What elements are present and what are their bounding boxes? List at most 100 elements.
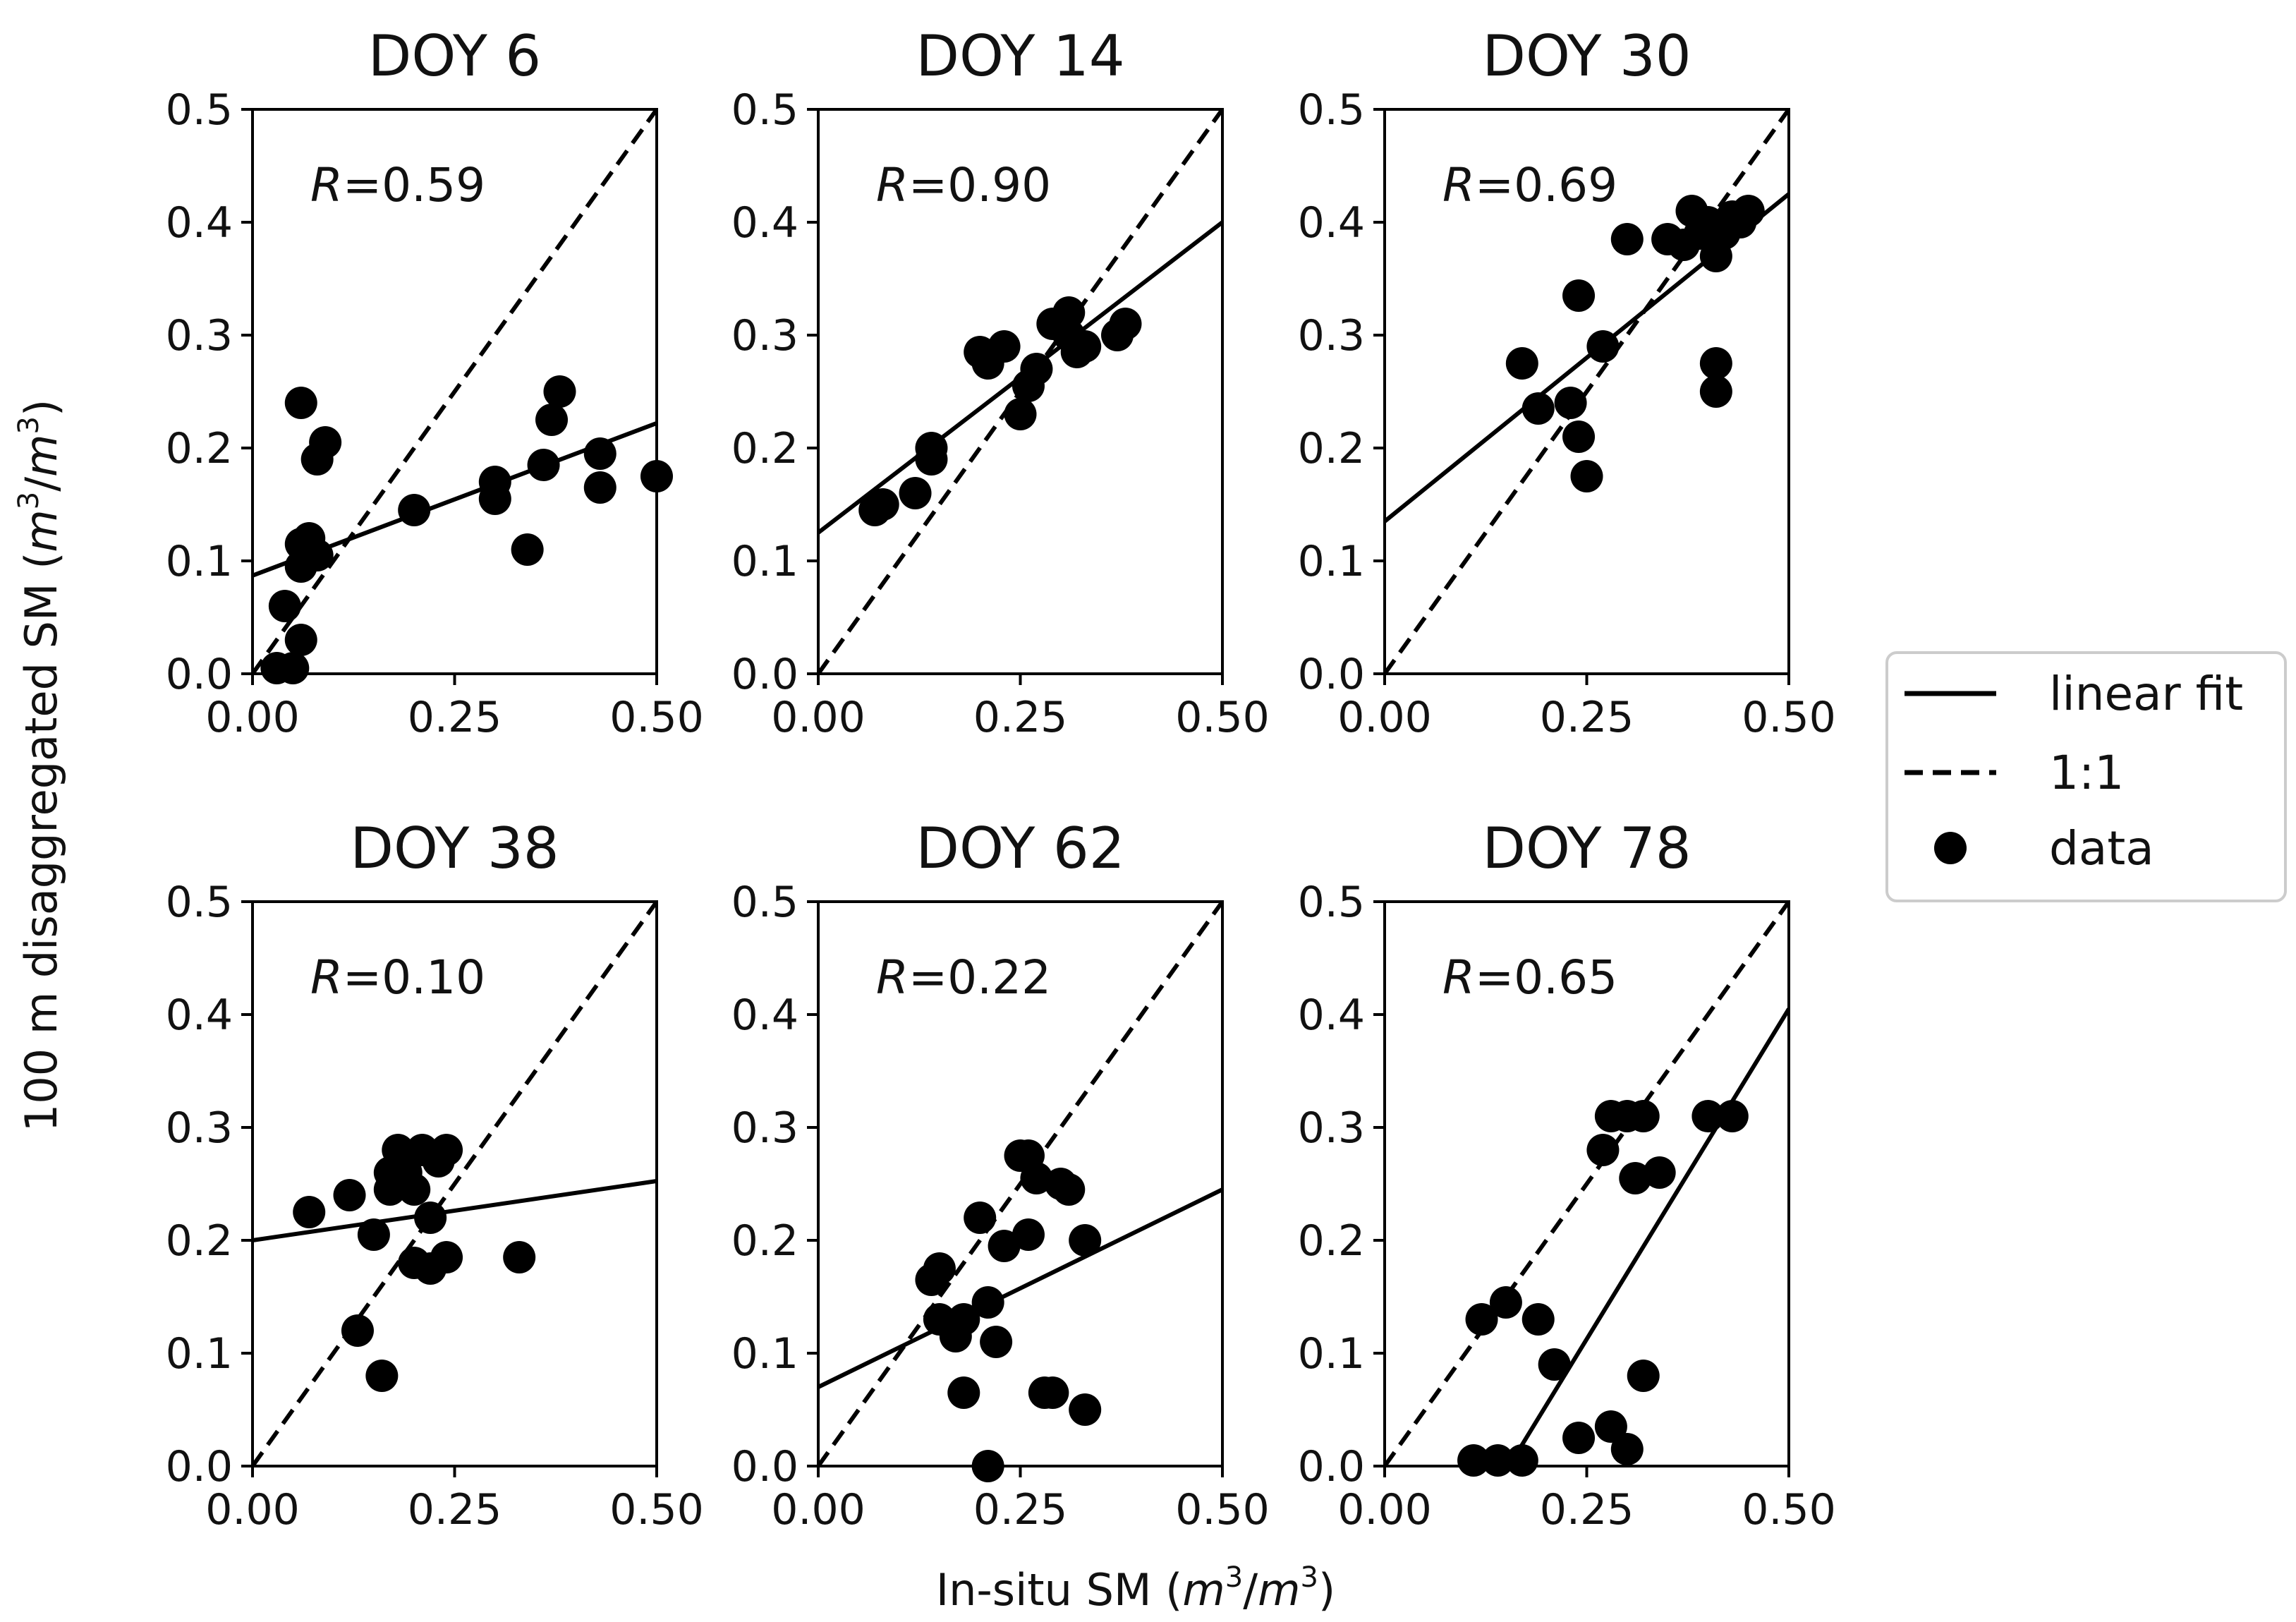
panel-title: DOY 6	[368, 23, 541, 89]
data-point	[1562, 1422, 1596, 1454]
data-point	[478, 483, 511, 515]
data-point	[1109, 308, 1142, 340]
r-value: =0.90	[909, 158, 1051, 212]
data-point	[964, 1202, 997, 1234]
x-tick-label: 0.00	[771, 1485, 865, 1535]
data-point	[1052, 1173, 1086, 1206]
panel-5: 0.00 0.25 0.50 0.0 0.1 0.2 0.3 0.4 0.5 DOY 62 R=0.…	[731, 816, 1270, 1535]
panel-2: 0.00 0.25 0.50 0.0 0.1 0.2 0.3 0.4 0.5 DOY 14 R=0.…	[731, 23, 1270, 742]
data-point	[1465, 1303, 1498, 1336]
r-annotation: R=0.22	[876, 950, 1051, 1005]
data-point	[333, 1179, 366, 1211]
data-point	[1562, 420, 1596, 453]
r-annotation: R=0.59	[310, 158, 485, 212]
y-tick-label: 0.1	[166, 1329, 233, 1379]
data-point	[293, 1196, 326, 1228]
data-point	[988, 330, 1021, 363]
y-tick-label: 0.2	[166, 424, 233, 473]
panel-frame	[817, 108, 1224, 675]
one-to-one-line	[253, 902, 657, 1466]
y-tick-label: 0.5	[1298, 85, 1365, 135]
x-tick-label: 0.50	[609, 1485, 704, 1535]
legend-data-marker	[1934, 832, 1967, 864]
data-point	[923, 1252, 956, 1285]
data-point	[1521, 1303, 1555, 1336]
x-unit-m2: m	[1258, 1564, 1300, 1616]
data-point	[583, 437, 616, 470]
x-tick-label: 0.00	[205, 1485, 300, 1535]
x-tick-label: 0.50	[1175, 1485, 1270, 1535]
data-point	[1457, 1444, 1490, 1477]
x-unit-sup2: 3	[1301, 1561, 1318, 1594]
x-tick-label: 0.00	[205, 693, 300, 742]
data-point	[1554, 387, 1587, 419]
data-point	[284, 624, 317, 656]
x-tick-label: 0.25	[973, 1485, 1068, 1535]
r-symbol: R	[1442, 950, 1475, 1005]
data-point	[365, 1360, 399, 1392]
data-point	[1004, 398, 1037, 430]
panel-frame	[251, 108, 658, 675]
y-tick-label: 0.3	[166, 311, 233, 361]
y-tick-label: 0.5	[731, 85, 798, 135]
panel-6: 0.00 0.25 0.50 0.0 0.1 0.2 0.3 0.4 0.5 DOY 78 R=0.…	[1298, 816, 1836, 1535]
r-annotation: R=0.65	[1442, 950, 1617, 1005]
data-point	[1020, 353, 1053, 385]
x-tick-label: 0.25	[408, 693, 502, 742]
data-point	[341, 1314, 374, 1347]
data-point	[398, 1173, 431, 1206]
data-point	[866, 488, 899, 521]
data-point	[1562, 279, 1596, 312]
data-point	[527, 449, 560, 481]
data-point	[277, 652, 310, 684]
x-tick-label: 0.00	[771, 693, 865, 742]
y-axis-label: 100 m disaggregated SM (m3/m3)	[13, 399, 67, 1132]
y-unit-m2: m	[16, 434, 67, 476]
data-point	[1481, 1444, 1514, 1477]
y-unit-m1: m	[16, 509, 67, 552]
data-point	[1586, 330, 1620, 363]
y-tick-label: 0.0	[1298, 650, 1365, 699]
data-point	[971, 1286, 1004, 1319]
x-tick-label: 0.50	[1742, 693, 1836, 742]
data-point	[899, 477, 932, 509]
y-axis-label-text: 100 m disaggregated SM	[16, 583, 67, 1132]
data-point	[1052, 296, 1086, 329]
data-point	[1699, 347, 1732, 380]
data-point	[1012, 1218, 1045, 1251]
one-to-one-line	[1385, 109, 1789, 674]
y-unit-slash: /	[16, 477, 67, 492]
data-point	[535, 404, 569, 436]
y-tick-label: 0.4	[1298, 198, 1365, 248]
x-unit-slash: /	[1243, 1564, 1258, 1616]
panels: 0.00 0.25 0.50 0.0 0.1 0.2 0.3 0.4 0.5 DOY 6 R=0.5…	[166, 23, 1836, 1535]
data-point	[1489, 1286, 1522, 1319]
y-tick-label: 0.4	[731, 198, 798, 248]
data-point	[1715, 1100, 1749, 1132]
data-point	[988, 1230, 1021, 1262]
data-point	[414, 1202, 447, 1234]
panel-title: DOY 78	[1482, 816, 1691, 881]
legend-linear-fit-label: linear fit	[2049, 667, 2243, 721]
x-axis-label: In-situ SM (m3/m3)	[936, 1561, 1335, 1616]
data-point	[947, 1303, 980, 1336]
panel-frame	[1383, 900, 1790, 1467]
data-point	[980, 1326, 1013, 1358]
y-tick-label: 0.1	[1298, 1329, 1365, 1379]
one-to-one-line	[1385, 902, 1789, 1466]
y-tick-label: 0.0	[166, 650, 233, 699]
data-point	[268, 590, 301, 622]
data-point	[430, 1134, 463, 1166]
data-point	[503, 1241, 536, 1273]
data-point	[1691, 1100, 1725, 1132]
data-point	[1732, 195, 1765, 227]
r-annotation: R=0.90	[876, 158, 1051, 212]
legend-frame	[1885, 651, 2287, 902]
y-tick-label: 0.1	[731, 1329, 798, 1379]
x-tick-label: 0.00	[1337, 693, 1432, 742]
x-unit-m1: m	[1182, 1564, 1225, 1616]
data-point	[1586, 1134, 1620, 1166]
linear-fit-line	[818, 1187, 1222, 1389]
y-tick-label: 0.1	[731, 537, 798, 586]
